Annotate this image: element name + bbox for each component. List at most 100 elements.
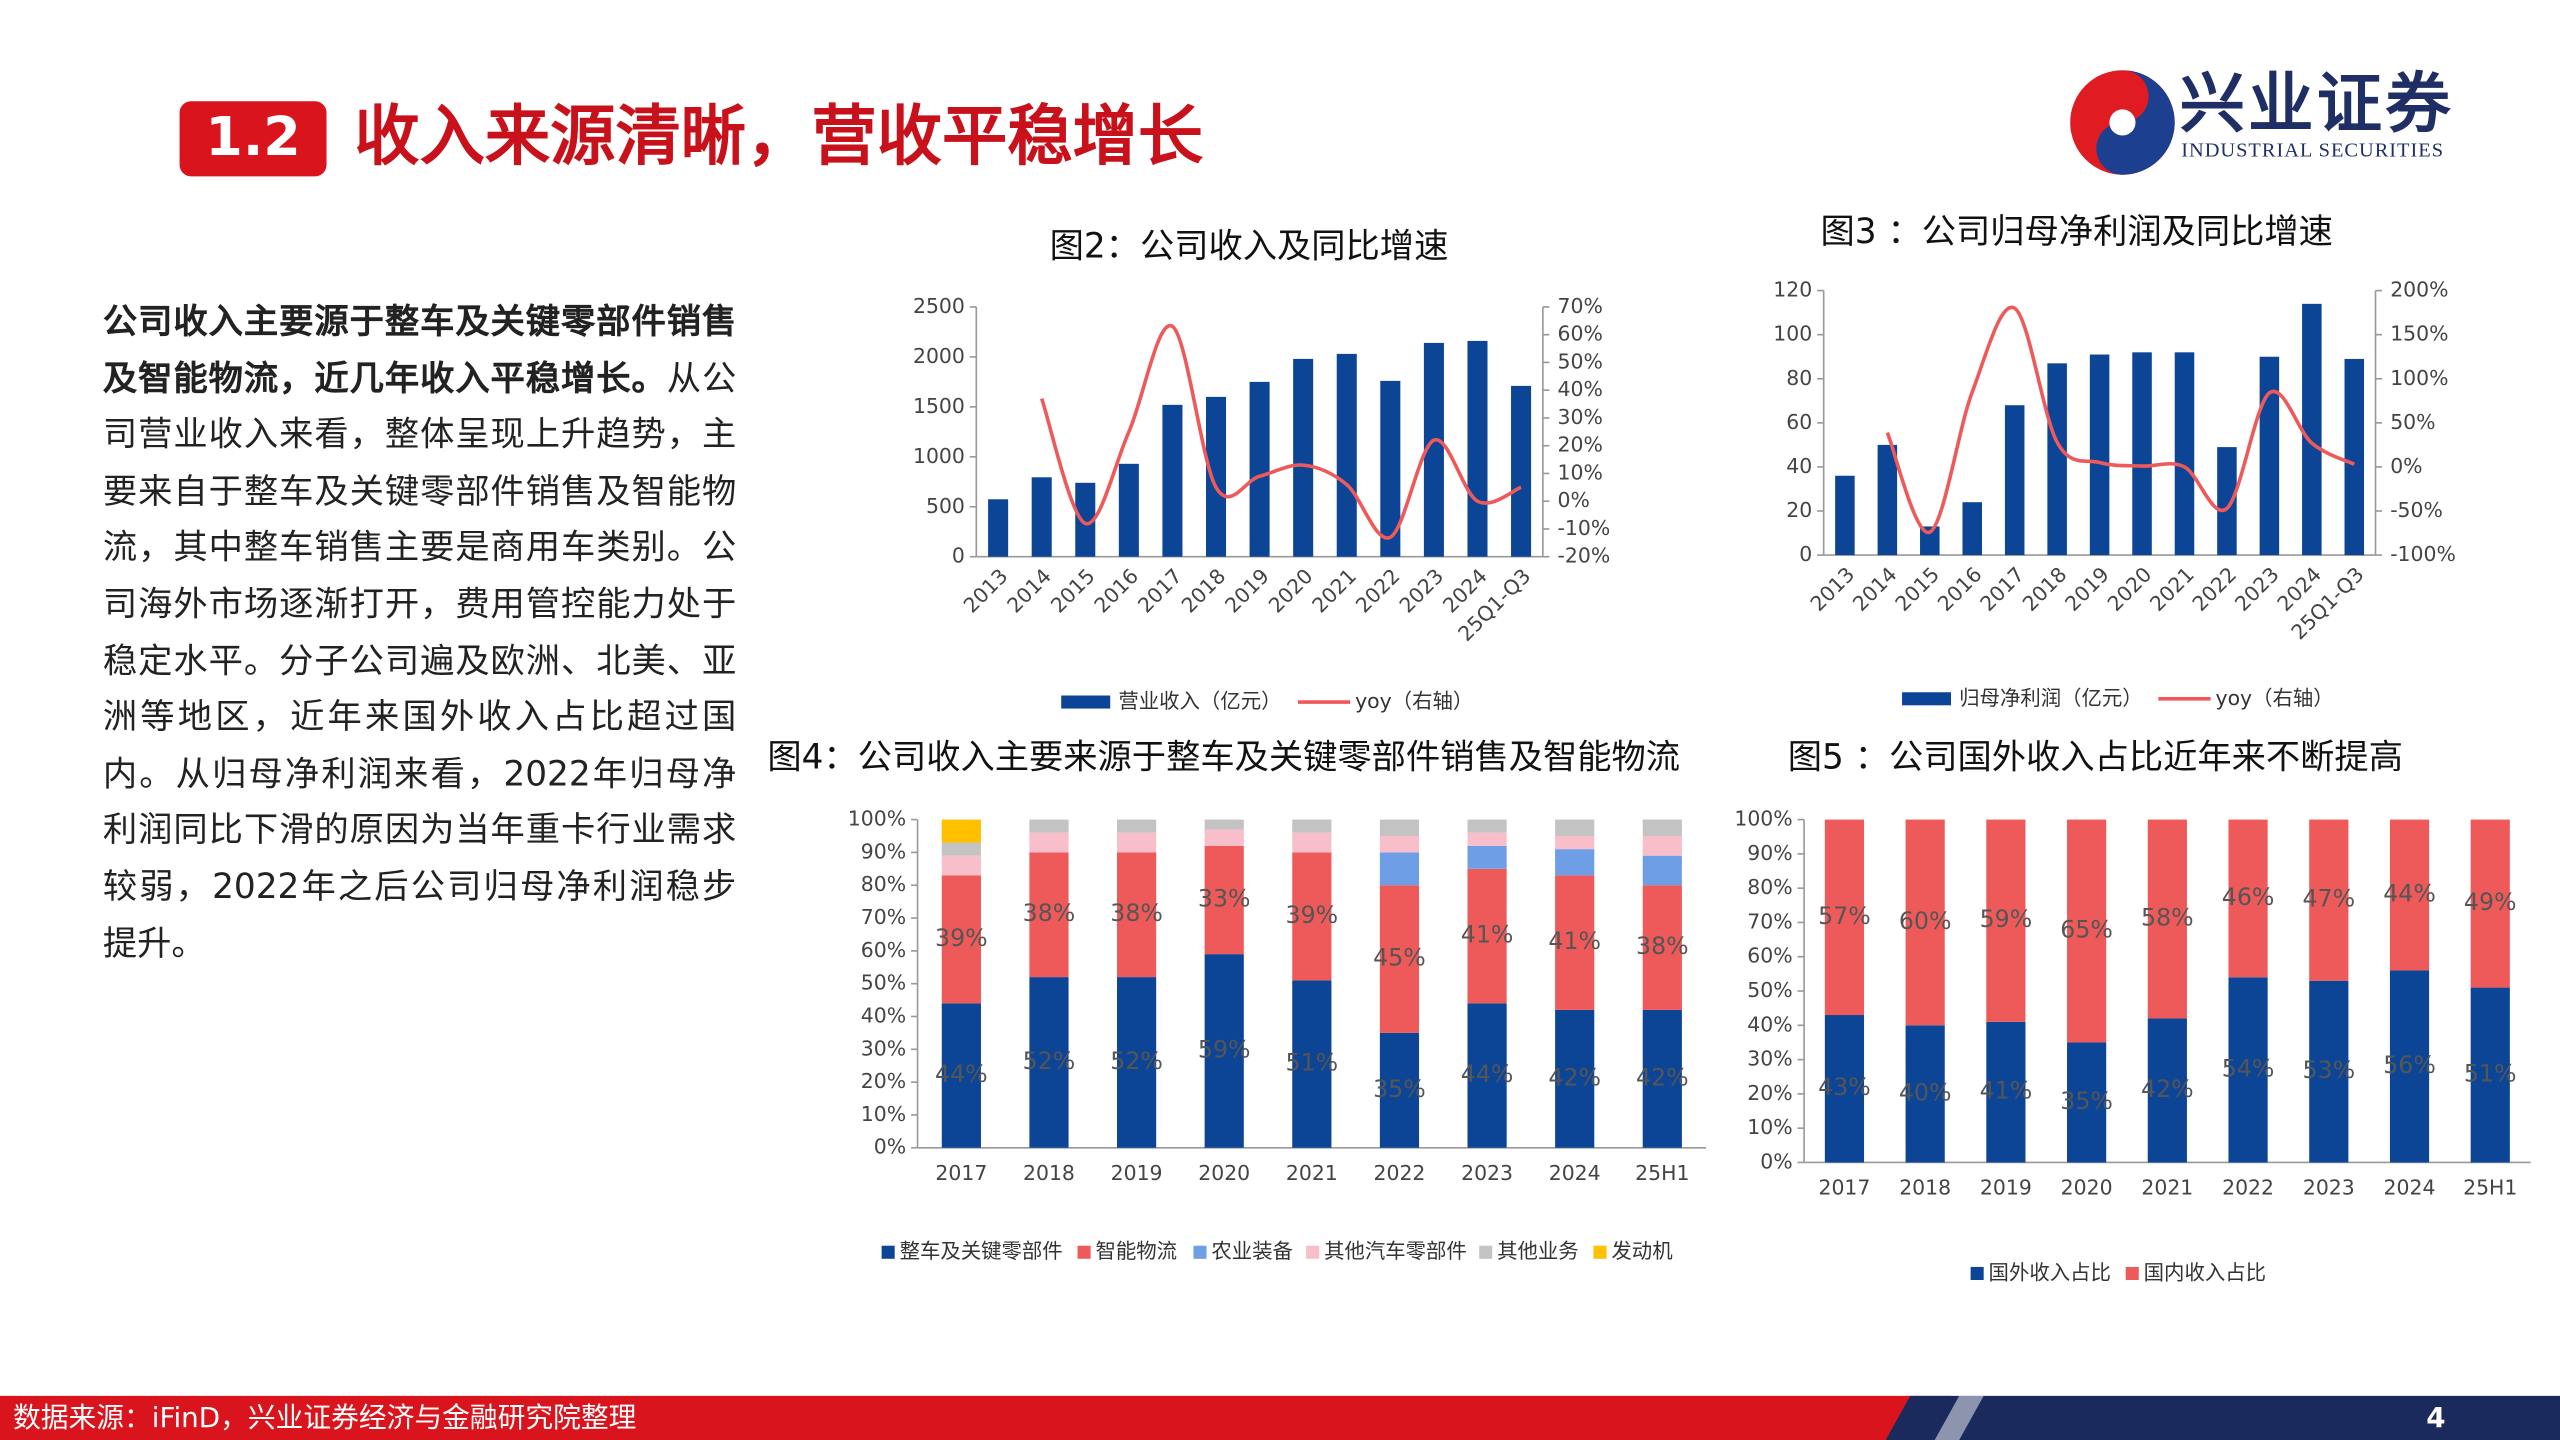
data-label: 65% (2060, 916, 2113, 944)
x-tick-label: 2022 (1374, 1161, 1426, 1185)
legend-swatch (1306, 1245, 1320, 1259)
y-tick-label: 2500 (913, 294, 965, 318)
slide-title: 收入来源清晰，营收平稳增长 (354, 98, 1204, 174)
data-label: 41% (1461, 921, 1514, 949)
y-tick-label: 0 (1799, 542, 1812, 566)
y-tick-label: 0% (1760, 1149, 1792, 1173)
x-tick-label: 2019 (1111, 1161, 1163, 1185)
legend-label: yoy（右轴） (2216, 686, 2334, 710)
chart-title: 图2：公司收入及同比增速 (1050, 227, 1449, 267)
y-tick-label: 60% (1558, 322, 1603, 346)
x-tick-label: 2022 (2188, 562, 2242, 616)
logo-name: 兴业证券 (2180, 66, 2454, 142)
data-label: 38% (1023, 899, 1076, 927)
legend-swatch (1479, 1245, 1493, 1259)
legend-swatch (1077, 1245, 1091, 1259)
bar-segment (1555, 875, 1595, 1010)
x-tick-label: 2017 (935, 1161, 987, 1185)
x-tick-label: 2024 (1549, 1161, 1601, 1185)
bar-segment (1824, 819, 1865, 1016)
x-tick-label: 25H1 (2463, 1176, 2517, 1200)
section-number: 1.2 (205, 105, 300, 168)
bar-segment (1292, 832, 1332, 853)
bar (2259, 356, 2280, 556)
x-tick-label: 2013 (1806, 562, 1860, 616)
bar-segment (2228, 977, 2268, 1163)
bar (1162, 404, 1183, 557)
data-label: 42% (1548, 1063, 1601, 1091)
data-label: 56% (2383, 1051, 2436, 1079)
y-tick-label: 60% (1747, 944, 1792, 968)
x-tick-label: 2015 (1890, 562, 1944, 616)
legend-swatch (2125, 1266, 2139, 1280)
bar-segment (2228, 819, 2268, 978)
y-tick-label: 50% (1558, 349, 1603, 373)
chart: 图3 ：公司归母净利润及同比增速 0 20 40 60 80 100 120 -100% -50%… (1773, 212, 2456, 710)
y-tick-label: 80% (861, 872, 906, 896)
y-tick-label: 50% (1747, 978, 1792, 1002)
legend-label: 其他汽车零部件 (1324, 1239, 1467, 1263)
y-tick-label: -20% (1558, 544, 1611, 568)
bar-segment (1292, 819, 1332, 833)
legend-swatch (1593, 1245, 1607, 1259)
x-tick-label: 2022 (2222, 1176, 2274, 1200)
bar-segment (1292, 980, 1332, 1148)
data-label: 39% (1286, 901, 1339, 929)
legend-label: 归母净利润（亿元） (1959, 686, 2143, 710)
bar-segment (2067, 1042, 2107, 1163)
bar-segment (1379, 885, 1420, 1033)
bar-segment (1467, 819, 1507, 833)
bar-segment (941, 855, 981, 876)
bar (1835, 475, 1855, 556)
bar-segment (2147, 1018, 2187, 1163)
bar-segment (1824, 1015, 1865, 1163)
body-text: 公司收入主要源于整车及关键零部件销售及智能物流，近几年收入平稳增长。从公司营业收… (103, 294, 736, 972)
y-tick-label: 100% (1734, 807, 1792, 831)
x-tick-label: 2015 (1046, 564, 1100, 618)
data-label: 38% (1110, 899, 1163, 927)
x-tick-label: 2018 (2018, 562, 2072, 616)
bar-segment (1555, 819, 1595, 836)
x-tick-label: 2013 (959, 564, 1013, 618)
bar-segment (1379, 836, 1420, 853)
y-tick-label: -10% (1558, 516, 1611, 540)
bar (988, 499, 1009, 557)
x-tick-label: 2016 (1933, 562, 1987, 616)
bar-segment (1467, 868, 1507, 1004)
y-tick-label: 100% (2390, 366, 2448, 390)
bar (1249, 381, 1270, 557)
bar-segment (941, 1003, 981, 1148)
bar (1205, 396, 1227, 557)
x-tick-label: 2021 (2141, 1176, 2193, 1200)
data-label: 40% (1899, 1078, 1952, 1106)
data-label: 38% (1636, 932, 1689, 960)
bar-segment (2470, 987, 2510, 1163)
line (1039, 324, 1522, 540)
data-label: 43% (1818, 1073, 1871, 1101)
data-label: 51% (2464, 1060, 2517, 1088)
bar-segment (1642, 885, 1682, 1010)
y-tick-label: 50% (861, 971, 906, 995)
bar (2047, 363, 2067, 556)
bar-segment (1292, 852, 1332, 981)
section-badge (179, 101, 327, 177)
bar-segment (1029, 852, 1069, 978)
bar (1423, 342, 1444, 557)
y-tick-label: 0% (2390, 454, 2422, 478)
y-tick-label: -50% (2390, 498, 2443, 522)
legend-label: 国外收入占比 (1989, 1260, 2111, 1284)
data-label: 42% (1636, 1063, 1689, 1091)
footer-source: 数据来源：iFinD，兴业证券经济与金融研究院整理 (13, 1401, 636, 1434)
y-tick-label: 150% (2390, 322, 2448, 346)
bar-segment (1986, 1021, 2026, 1163)
data-label: 44% (935, 1060, 988, 1088)
y-tick-label: 10% (861, 1102, 906, 1126)
y-tick-label: 20% (1558, 433, 1603, 457)
bar-segment (1029, 977, 1069, 1148)
bar (1031, 477, 1052, 557)
bar (2302, 303, 2322, 556)
legend-label: 整车及关键零部件 (900, 1239, 1063, 1263)
bar (2089, 354, 2110, 556)
